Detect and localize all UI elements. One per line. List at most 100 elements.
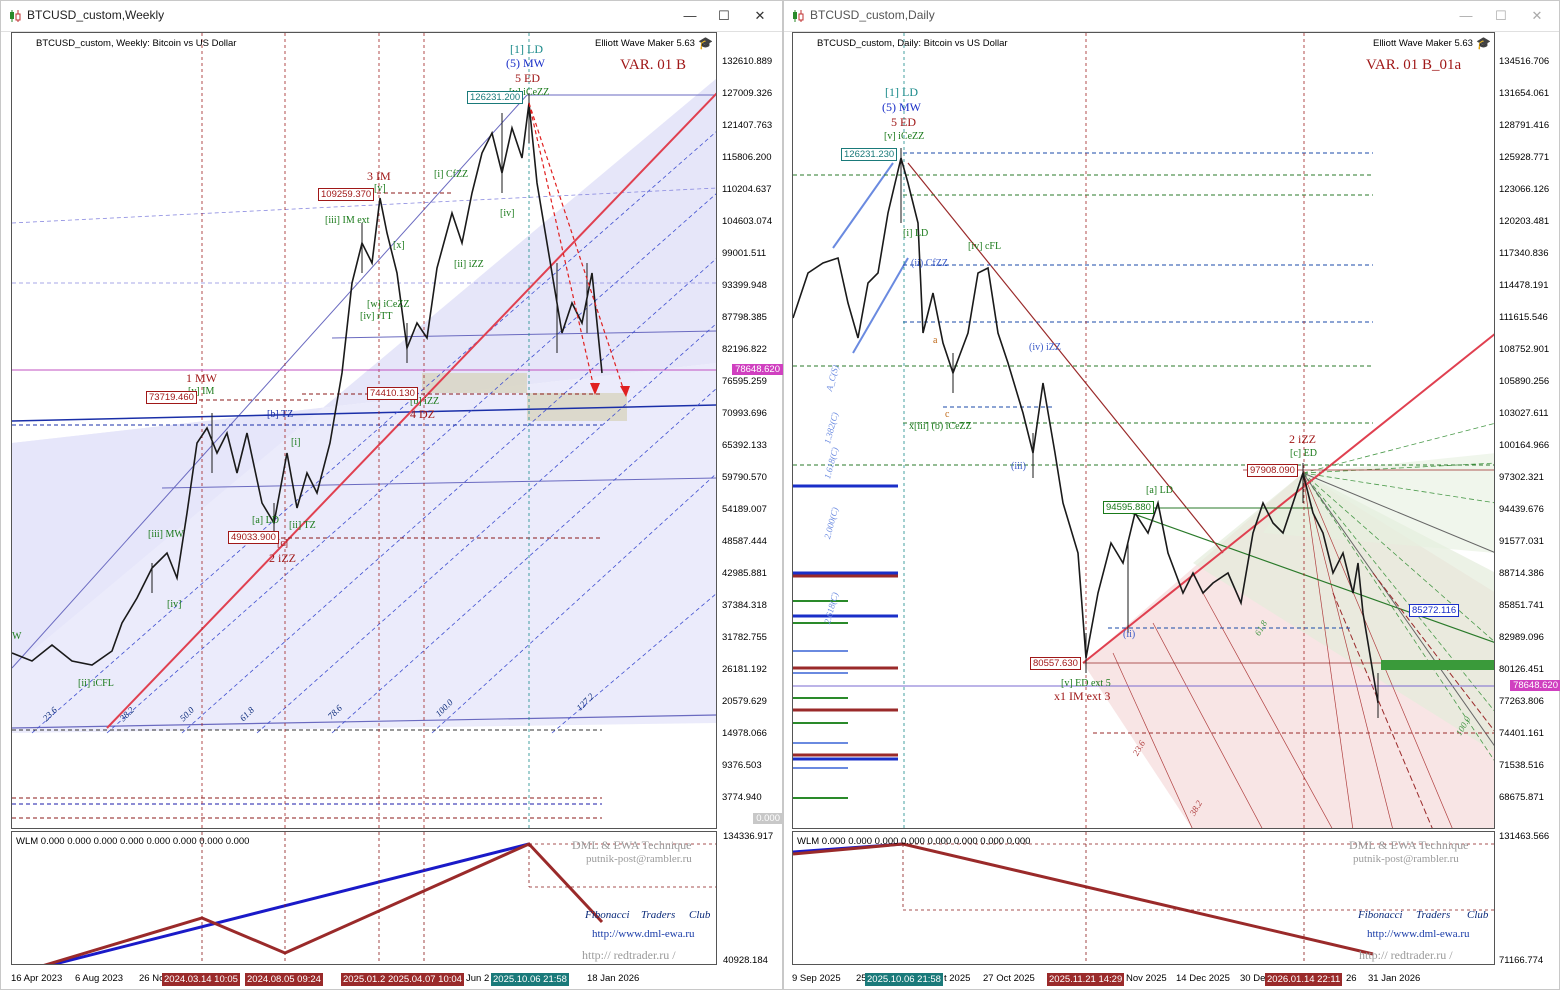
app-name: Elliott Wave Maker 5.63	[1373, 38, 1473, 49]
current-price-tag: 78648.620	[732, 364, 783, 375]
wave-label: [ii] iZZ	[454, 259, 484, 270]
wave-label: [1] LD	[510, 42, 543, 56]
wave-label: x[iii] (b) iCeZZ	[909, 421, 972, 432]
club-word: Traders	[641, 909, 676, 921]
wlm-label: WLM 0.000 0.000 0.000 0.000 0.000 0.000 …	[16, 836, 250, 847]
wave-label: [v] ED ext 5	[1061, 678, 1111, 689]
wave-label: 2 iZZ	[1289, 432, 1316, 446]
wave-label: [1] LD	[885, 85, 918, 99]
wave-label: (iv) iZZ	[1029, 342, 1061, 353]
website-link[interactable]: http://www.dml-ewa.ru	[592, 928, 695, 940]
indicator-axis: 131463.566 71166.774	[1499, 831, 1550, 966]
price-box-label: 80557.630	[1030, 657, 1081, 670]
redtrader-link[interactable]: http:// redtrader.ru /	[582, 948, 676, 962]
price-plot[interactable]: BTCUSD_custom, Weekly: Bitcoin vs US Dol…	[11, 32, 717, 829]
indicator-axis: 134336.917 40928.184	[723, 831, 774, 966]
wave-label: [ii] TZ	[289, 520, 316, 531]
wave-label: [x]	[393, 240, 405, 251]
window-titlebar[interactable]: BTCUSD_custom,Daily — ☐ ✕	[784, 1, 1559, 32]
wave-label: [iii] IM ext	[325, 215, 370, 226]
chart-header: BTCUSD_custom, Weekly: Bitcoin vs US Dol…	[36, 38, 237, 49]
price-box-label: 73719.460	[146, 391, 197, 404]
time-axis[interactable]: 16 Apr 2023 6 Aug 2023 26 No 2024.03.14 …	[11, 973, 640, 986]
wave-label: [iv] rTT	[360, 311, 393, 322]
club-word: Fibonacci	[1358, 909, 1403, 921]
wave-label: [iv]	[167, 599, 182, 610]
maximize-button[interactable]: ☐	[718, 8, 730, 23]
close-button[interactable]: ✕	[754, 8, 766, 23]
club-word: Traders	[1416, 909, 1451, 921]
weekly-price-drawing	[12, 33, 716, 828]
wave-label: [i]	[291, 437, 301, 448]
wave-label: 5 ED	[515, 71, 540, 85]
wave-label: W	[12, 631, 22, 642]
minimize-button[interactable]: —	[1459, 8, 1473, 23]
wave-label: (ii) CfZZ	[911, 258, 948, 269]
price-box-label: 49033.900	[228, 531, 279, 544]
candlestick-icon	[793, 10, 804, 22]
wave-label: [i] CfZZ	[434, 169, 469, 180]
graduation-cap-icon: 🎓	[1476, 36, 1491, 50]
club-word: Club	[689, 909, 711, 921]
price-box-label: 126231.200	[467, 91, 524, 104]
wave-label: 4 DZ	[410, 407, 435, 421]
email-watermark: putnik-post@rambler.ru	[1353, 853, 1459, 865]
price-box-label: 126231.230	[841, 148, 898, 161]
daily-chart-window[interactable]: BTCUSD_custom,Daily — ☐ ✕	[783, 0, 1560, 990]
wave-label: 3 IM	[367, 169, 391, 183]
technique-watermark: DML & EWA Technique	[572, 838, 692, 852]
wave-label: [v]	[374, 183, 386, 194]
weekly-chart-window[interactable]: BTCUSD_custom,Weekly — ☐ ✕	[0, 0, 783, 990]
wave-label: [a] LD	[1146, 485, 1173, 496]
wave-label: [b] TZ	[267, 409, 294, 420]
price-box-label: 74410.130	[367, 387, 418, 400]
variant-label: VAR. 01 B	[620, 57, 686, 73]
wlm-indicator-pane[interactable]: WLM 0.000 0.000 0.000 0.000 0.000 0.000 …	[11, 831, 717, 965]
wave-label: [w] iCeZZ	[367, 299, 410, 310]
window-title: BTCUSD_custom,Weekly	[27, 8, 165, 22]
price-box-label: 109259.370	[318, 188, 375, 201]
wlm-indicator-drawing	[43, 832, 716, 964]
wave-label: 2 iZZ	[269, 551, 296, 565]
price-plot[interactable]: BTCUSD_custom, Daily: Bitcoin vs US Doll…	[792, 32, 1495, 829]
wave-label: 1 MW	[186, 371, 217, 385]
wlm-indicator-pane[interactable]: WLM 0.000 0.000 0.000 0.000 0.000 0.000 …	[792, 831, 1495, 965]
daily-price-drawing	[793, 33, 1494, 828]
price-axis[interactable]: 132610.889 127009.326 121407.763 115806.…	[717, 32, 783, 829]
maximize-button[interactable]: ☐	[1495, 8, 1507, 23]
wave-label: [c]	[277, 538, 289, 549]
website-link[interactable]: http://www.dml-ewa.ru	[1367, 928, 1470, 940]
redtrader-link[interactable]: http:// redtrader.ru /	[1359, 948, 1453, 962]
level-tag: 85272.116	[1409, 604, 1460, 617]
club-word: Club	[1467, 909, 1489, 921]
club-word: Fibonacci	[585, 909, 630, 921]
wave-label: a	[933, 335, 938, 346]
window-titlebar[interactable]: BTCUSD_custom,Weekly — ☐ ✕	[1, 1, 782, 32]
wave-label: (ii)	[1123, 629, 1136, 640]
wlm-label: WLM 0.000 0.000 0.000 0.000 0.000 0.000 …	[797, 836, 1031, 847]
price-box-label: 94595.880	[1103, 501, 1154, 514]
wave-label: [a] LD	[252, 515, 279, 526]
wave-label: [v] iCeZZ	[509, 87, 550, 98]
close-button[interactable]: ✕	[1531, 8, 1543, 23]
chart-header: BTCUSD_custom, Daily: Bitcoin vs US Doll…	[817, 38, 1008, 49]
price-box-label: 97908.090	[1247, 464, 1298, 477]
wlm-indicator-drawing	[793, 832, 1494, 964]
wave-label: 5 ED	[891, 115, 916, 129]
wave-label: (5) MW	[882, 100, 921, 114]
wave-label: [v] iCeZZ	[884, 131, 925, 142]
wave-label: [iv] cFL	[968, 241, 1002, 252]
wave-label: [b] iZZ	[410, 396, 440, 407]
time-axis[interactable]: 9 Sep 2025 25 2025.10.06 21:58 t 2025 27…	[792, 973, 1421, 986]
wave-label: [iii] MW	[148, 529, 184, 540]
wave-label: (iii)	[1011, 461, 1026, 472]
wave-label: (5) MW	[506, 56, 545, 70]
app-name: Elliott Wave Maker 5.63	[595, 38, 695, 49]
price-axis[interactable]: 134516.706 131654.061 128791.416 125928.…	[1495, 32, 1560, 829]
zero-price-tag: 0.000	[753, 813, 783, 824]
wave-label: [iv]	[500, 208, 515, 219]
wave-label: [c] ED	[1290, 448, 1317, 459]
candlestick-icon	[10, 10, 21, 22]
graduation-cap-icon: 🎓	[698, 36, 713, 50]
minimize-button[interactable]: —	[683, 8, 697, 23]
